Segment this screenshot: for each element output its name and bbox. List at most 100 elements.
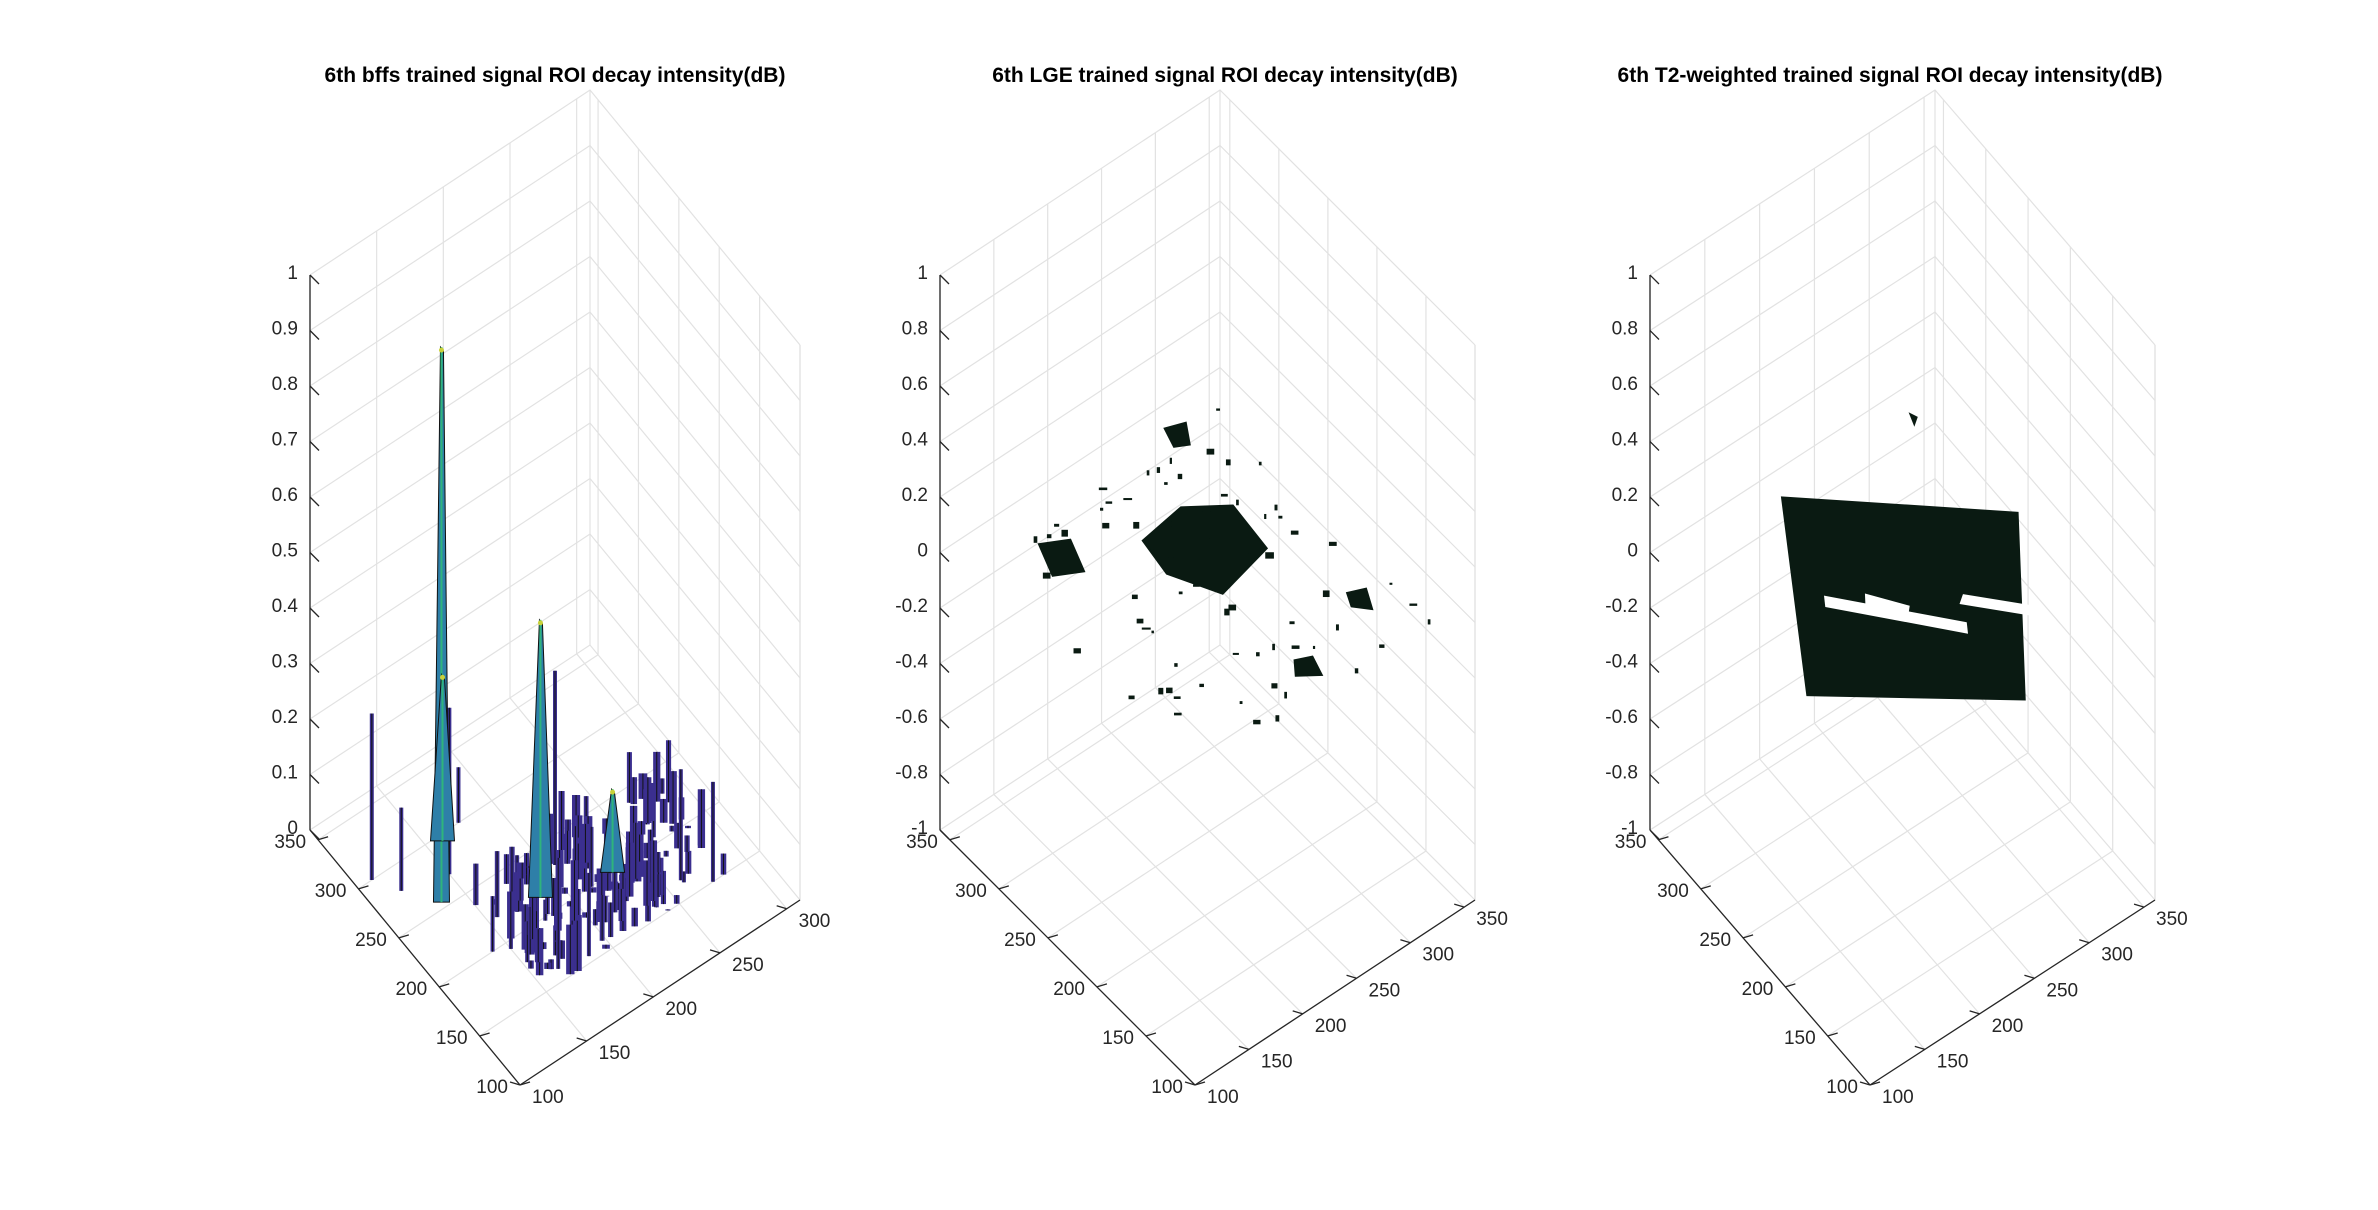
surface-speck xyxy=(1169,457,1172,464)
x-tick-mark xyxy=(643,993,654,998)
z-tick-label: -0.2 xyxy=(895,596,928,617)
surface-speck xyxy=(1123,498,1133,501)
surface-speck xyxy=(1128,695,1135,700)
z-tick-label: -0.2 xyxy=(1605,596,1638,617)
surface-speck xyxy=(1061,529,1068,537)
surface-speck xyxy=(1275,715,1280,722)
z-tick-label: 0.7 xyxy=(272,430,298,451)
grid-line xyxy=(309,200,801,457)
grid-line xyxy=(309,422,801,679)
grid-line xyxy=(1047,758,1304,1015)
z-tick-mark xyxy=(309,496,320,507)
surface-tip xyxy=(438,347,444,353)
surface-speck xyxy=(1098,487,1108,491)
x-axis-line xyxy=(519,899,801,1086)
surface-speck xyxy=(1042,572,1051,579)
x-tick-mark xyxy=(1454,903,1465,908)
y-tick-mark xyxy=(1827,1032,1838,1037)
y-tick-mark xyxy=(398,934,410,939)
x-tick-label: 200 xyxy=(1992,1016,2024,1037)
grid-line xyxy=(1785,801,2071,988)
z-tick-label: 0.4 xyxy=(902,430,929,451)
z-tick-label: -0.8 xyxy=(1605,763,1638,784)
surface-speck xyxy=(1131,594,1138,600)
surface-speck xyxy=(1206,448,1215,455)
surface xyxy=(1780,412,2039,701)
x-tick-mark xyxy=(2133,903,2145,908)
surface-speck xyxy=(1291,645,1300,649)
x-tick-mark xyxy=(776,905,787,910)
surface-speck xyxy=(1054,523,1060,527)
x-tick-label: 350 xyxy=(2156,909,2188,930)
surface-speck xyxy=(1216,575,1225,580)
surface-speck xyxy=(1427,619,1431,625)
surface-speck xyxy=(1174,712,1182,716)
grid-line xyxy=(358,703,639,890)
y-tick-mark xyxy=(1096,983,1108,988)
surface-region xyxy=(1141,504,1269,595)
y-tick-label: 350 xyxy=(906,832,938,853)
surface-speck xyxy=(1202,511,1211,516)
surface-speck xyxy=(1228,604,1237,611)
y-axis-line xyxy=(1649,829,1871,1086)
z-tick-label: 0.8 xyxy=(902,319,928,340)
surface-speck xyxy=(1100,507,1104,511)
x-tick-label: 250 xyxy=(2046,980,2078,1001)
y-tick-mark xyxy=(1658,836,1669,841)
x-tick-label: 300 xyxy=(799,911,831,932)
z-tick-label: 0.8 xyxy=(272,374,298,395)
y-tick-mark xyxy=(317,836,329,841)
z-tick-mark xyxy=(309,552,320,562)
y-tick-label: 200 xyxy=(1053,979,1085,1000)
surface-speck xyxy=(1271,683,1278,689)
z-tick-label: 0 xyxy=(1627,541,1638,562)
surface-speck xyxy=(1105,501,1113,504)
surface-speck xyxy=(1322,590,1330,598)
z-tick-mark xyxy=(309,607,320,618)
y-tick-label: 100 xyxy=(476,1077,508,1098)
surface-speck xyxy=(1225,459,1231,466)
surface-speck xyxy=(1335,624,1339,631)
z-tick-mark xyxy=(939,718,950,729)
surface-speck xyxy=(1220,493,1228,497)
surface-speck xyxy=(1102,522,1110,529)
surface-speck xyxy=(1256,652,1260,657)
z-tick-mark xyxy=(1649,718,1660,729)
z-tick-mark xyxy=(939,552,950,562)
grid-line xyxy=(317,654,599,841)
surface xyxy=(369,345,727,976)
y-tick-mark xyxy=(519,1081,531,1086)
surface-speck xyxy=(1146,470,1150,476)
surface-speck xyxy=(1178,591,1183,595)
grid-line xyxy=(1154,687,1411,944)
z-tick-label: 0 xyxy=(917,541,928,562)
subplot-3: -1 -0.8 -0.6 -0.4 -0.2 0 0.2 0.4 0.6 0.8 1 100 150 20… xyxy=(1605,64,2187,1108)
x-tick-mark xyxy=(1184,1081,1196,1086)
x-tick-mark xyxy=(1859,1081,1871,1086)
surface-speck xyxy=(1153,542,1158,550)
surface-speck xyxy=(1219,517,1223,524)
y-tick-label: 350 xyxy=(274,832,306,853)
x-tick-label: 250 xyxy=(732,955,764,976)
subplot-1: 0 0.1 0.2 0.3 0.4 0.5 0.6 0.7 0.8 0.9 1 100 150 200 25… xyxy=(272,64,831,1108)
surface xyxy=(1033,408,1431,725)
z-tick-mark xyxy=(309,330,320,340)
y-tick-mark xyxy=(998,885,1010,890)
y-tick-label: 300 xyxy=(1657,881,1689,902)
surface-speck xyxy=(1284,691,1288,699)
z-tick-label: -0.6 xyxy=(1605,707,1638,728)
surface-speck xyxy=(1278,515,1283,519)
z-tick-mark xyxy=(309,663,320,673)
z-tick-label: 0.2 xyxy=(272,707,298,728)
surface-speck xyxy=(1168,557,1174,561)
grid-line xyxy=(1868,687,2090,944)
z-tick-mark xyxy=(939,774,950,784)
surface-region xyxy=(1908,412,1918,427)
z-tick-mark xyxy=(939,829,950,840)
x-tick-mark xyxy=(1238,1045,1250,1051)
y-tick-mark xyxy=(1785,983,1796,988)
surface-speck xyxy=(1328,541,1337,546)
grid-line xyxy=(1649,144,2156,401)
surface-speck xyxy=(1133,521,1140,529)
surface-speck xyxy=(1248,547,1251,554)
